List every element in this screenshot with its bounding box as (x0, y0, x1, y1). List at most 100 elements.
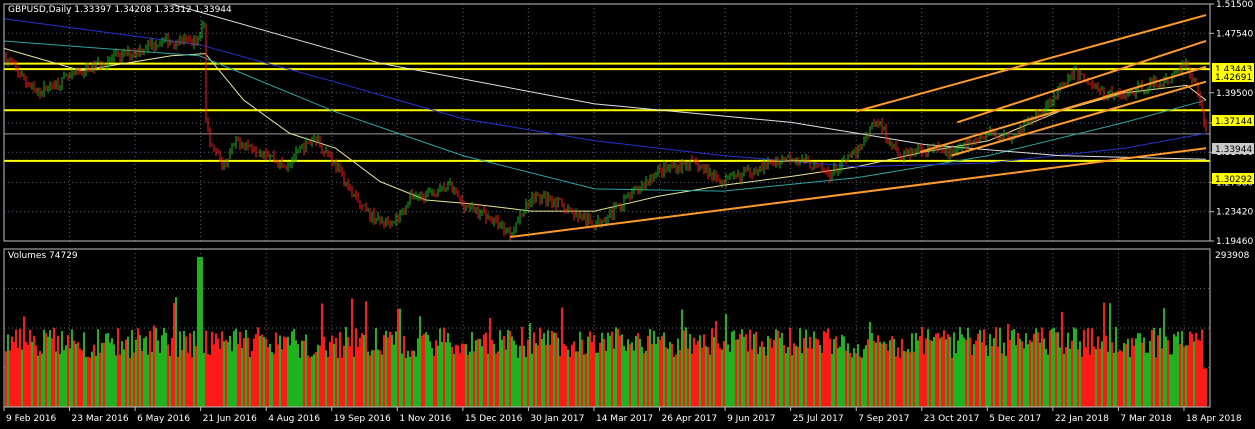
volume-bar (267, 347, 269, 407)
volume-bar (941, 336, 943, 407)
volume-bar (529, 323, 531, 407)
volume-bar (931, 341, 933, 407)
volume-bar (159, 352, 161, 407)
volume-bar (861, 357, 863, 407)
volume-bar (763, 346, 765, 407)
volume-bar (63, 350, 65, 407)
volume-bar (329, 341, 331, 407)
volume-bar (603, 338, 605, 407)
volume-bar (45, 333, 47, 407)
trend-line[interactable] (920, 65, 1207, 153)
volume-bar (51, 338, 53, 407)
volume-bar (245, 330, 247, 407)
volume-bar (879, 341, 881, 407)
volume-bar (193, 331, 195, 407)
volume-bar (607, 332, 609, 407)
volume-bar (679, 350, 681, 407)
volume-bar (9, 350, 11, 407)
volume-bar (361, 333, 363, 407)
volume-bar (623, 345, 625, 407)
trend-line[interactable] (956, 40, 1207, 124)
volume-bar (585, 353, 587, 407)
volume-bar (255, 334, 257, 407)
volume-bar (225, 339, 227, 407)
volume-bar (649, 328, 651, 407)
volume-bar (525, 356, 527, 407)
volume-bar (727, 344, 729, 407)
volume-bar (257, 327, 259, 407)
volume-bar (187, 352, 189, 407)
volume-bar (611, 331, 613, 407)
volume-bar (695, 344, 697, 407)
level-label-box (1212, 71, 1254, 82)
volume-bar (923, 353, 925, 407)
volume-bar (117, 328, 119, 407)
volume-bar (1073, 327, 1075, 407)
volume-bar (1015, 345, 1017, 407)
volume-bar (895, 356, 897, 407)
volume-bar (21, 349, 23, 407)
volume-bar (857, 344, 859, 407)
volume-bar (231, 351, 233, 407)
volume-bar (491, 339, 493, 407)
volume-bar (1101, 341, 1103, 407)
volume-bar (1041, 327, 1043, 407)
volume-bar (55, 351, 57, 407)
volume-bar (589, 331, 591, 407)
trend-line[interactable] (510, 147, 1207, 238)
volume-bar (635, 335, 637, 407)
volume-bar (1083, 329, 1085, 407)
volume-bar (541, 339, 543, 407)
volume-bar (115, 355, 117, 407)
volume-bar (161, 335, 163, 407)
volume-bar (1149, 340, 1151, 407)
volume-bar (295, 340, 297, 407)
volume-bar (557, 337, 559, 407)
volume-bar (1049, 330, 1051, 407)
volume-bar (153, 325, 155, 407)
volume-bar (7, 334, 9, 407)
volume-bar (471, 332, 473, 407)
volume-bar (379, 350, 381, 407)
volume-bar (1069, 348, 1071, 407)
volume-bar (1019, 338, 1021, 407)
volume-bar (837, 348, 839, 407)
horizontal-levels[interactable] (4, 62, 1210, 162)
volume-bar (335, 337, 337, 407)
volume-bar (121, 341, 123, 407)
volume-bar (383, 335, 385, 407)
volume-bar (749, 329, 751, 407)
volume-bar (91, 351, 93, 407)
volume-bar (737, 339, 739, 407)
volume-bar (999, 327, 1001, 407)
volume-bar (313, 354, 315, 407)
volume-bar (1081, 356, 1083, 407)
volume-bar (1033, 333, 1035, 407)
trend-line[interactable] (951, 80, 1207, 157)
volume-bar (493, 343, 495, 407)
volume-bar (867, 339, 869, 407)
volume-bar (1185, 345, 1187, 407)
level-label-box (1212, 115, 1254, 126)
volume-bar (943, 330, 945, 407)
volume-bar (1139, 333, 1141, 407)
price-tick-label: 1.19460 (1216, 237, 1253, 247)
volume-bar (99, 352, 101, 407)
volume-bar (927, 329, 929, 407)
volume-bar (983, 329, 985, 407)
volume-bar (827, 328, 829, 407)
volume-bar (449, 342, 451, 407)
trend-line[interactable] (856, 14, 1207, 113)
volume-bar (355, 328, 357, 407)
trend-lines[interactable] (510, 14, 1207, 238)
price-grid (3, 3, 1210, 242)
volume-bar (339, 332, 341, 407)
volume-bar (323, 336, 325, 407)
volume-bar (809, 336, 811, 407)
volume-bar (217, 338, 219, 407)
volume-bar (981, 342, 983, 407)
volume-bar (583, 354, 585, 407)
volume-bar (85, 357, 87, 407)
volume-bar (667, 348, 669, 407)
